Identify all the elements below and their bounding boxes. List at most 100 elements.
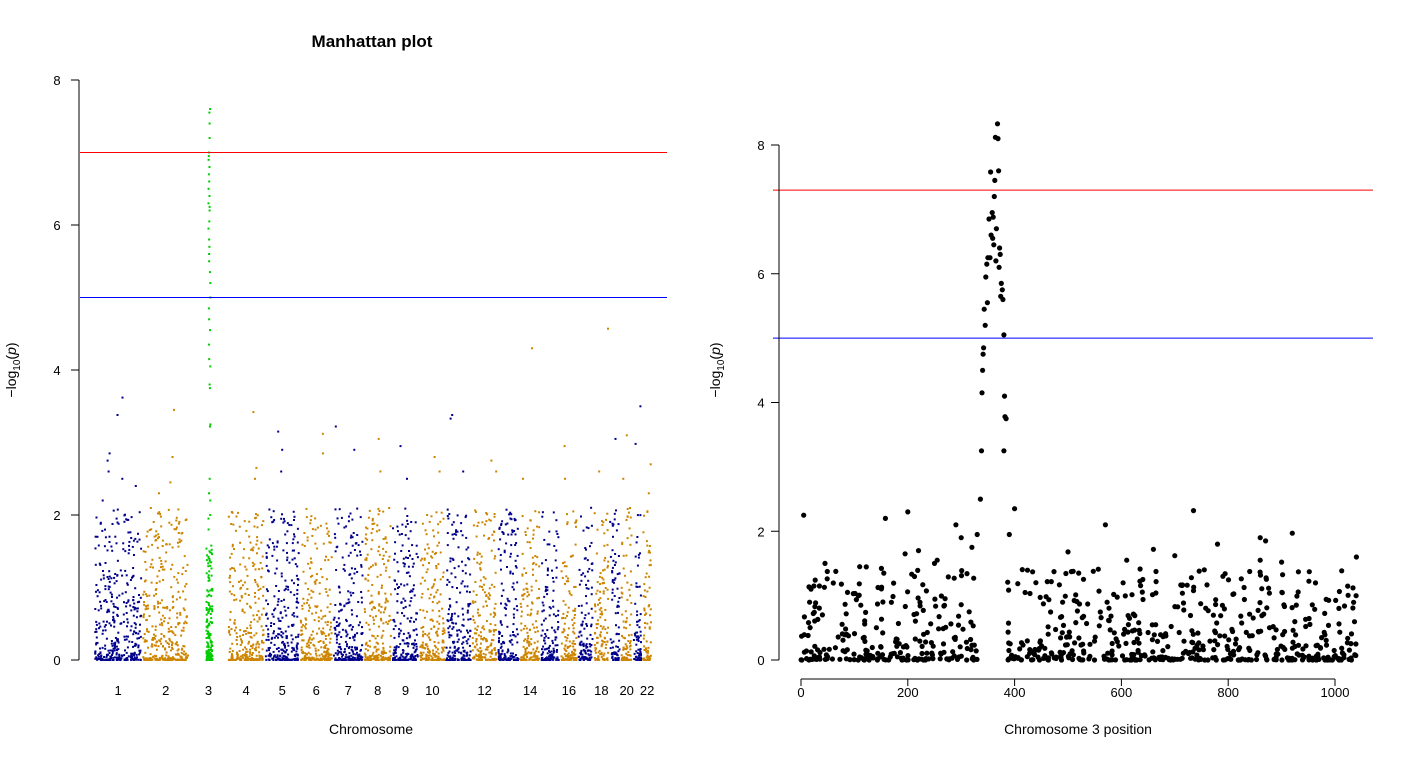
snp-point [327, 558, 330, 561]
snp-point [124, 591, 127, 594]
snp-point [142, 637, 145, 640]
snp-point [596, 581, 599, 584]
snp-point [498, 527, 501, 530]
snp-point [304, 617, 307, 620]
snp-point [311, 528, 314, 531]
snp-point [275, 545, 278, 548]
snp-point [905, 589, 911, 595]
snp-point [296, 565, 299, 568]
snp-point [466, 609, 469, 612]
snp-point [361, 644, 364, 647]
snp-point [442, 575, 444, 578]
snp-point [433, 641, 436, 643]
snp-point [364, 537, 367, 540]
snp-point [139, 596, 142, 599]
snp-point [172, 658, 175, 661]
snp-point [507, 533, 510, 536]
snp-point [309, 653, 312, 656]
snp-point [552, 580, 555, 583]
snp-point [348, 637, 351, 639]
snp-point [522, 598, 525, 601]
snp-point [122, 548, 125, 551]
snp-point [364, 610, 366, 613]
snp-point [617, 650, 620, 653]
snp-point [524, 649, 527, 651]
snp-point [628, 527, 631, 530]
snp-point [255, 543, 258, 546]
snp-point [462, 641, 465, 644]
snp-point [476, 648, 479, 651]
snp-point [208, 260, 211, 263]
snp-point [178, 538, 181, 541]
snp-point [492, 611, 495, 614]
snp-point [582, 648, 585, 651]
snp-point [563, 629, 566, 632]
snp-point [583, 650, 586, 653]
snp-point [636, 614, 639, 617]
snp-point [208, 195, 211, 197]
snp-point [1072, 640, 1078, 646]
snp-point [604, 628, 607, 631]
snp-point [429, 618, 432, 621]
snp-point [990, 235, 996, 241]
snp-point [567, 577, 569, 580]
snp-point [572, 640, 575, 643]
snp-point [207, 187, 210, 190]
snp-point [460, 530, 463, 533]
snp-point [525, 653, 528, 656]
snp-point [645, 659, 648, 661]
snp-point [506, 597, 509, 600]
snp-point [1303, 623, 1309, 630]
snp-point [612, 659, 615, 661]
snp-point [139, 623, 141, 626]
snp-point [542, 651, 545, 654]
snp-point [409, 600, 412, 603]
snp-point [567, 580, 570, 583]
snp-point [406, 519, 409, 522]
snp-point [295, 574, 298, 577]
snp-point [424, 633, 427, 635]
snp-point [637, 648, 640, 651]
snp-point [1007, 641, 1013, 647]
snp-point [516, 609, 519, 612]
snp-point [256, 536, 259, 539]
snp-point [150, 581, 153, 584]
snp-point [596, 641, 599, 644]
snp-point [433, 644, 436, 647]
snp-point [241, 641, 243, 644]
snp-point [607, 560, 610, 563]
snp-point [207, 343, 210, 346]
snp-point [233, 599, 236, 602]
snp-point [413, 644, 416, 647]
snp-point [514, 654, 517, 656]
snp-point [498, 633, 501, 635]
snp-point [124, 569, 127, 572]
snp-point [286, 641, 289, 644]
snp-point [840, 648, 846, 654]
snp-point [505, 659, 508, 661]
snp-point [572, 609, 575, 612]
snp-point [352, 592, 355, 594]
snp-point [463, 635, 466, 638]
snp-point [384, 536, 387, 539]
snp-point [309, 657, 312, 660]
snp-point [325, 654, 328, 657]
snp-point [636, 514, 639, 517]
snp-point [104, 588, 107, 591]
snp-point [613, 564, 616, 566]
snp-point [96, 595, 99, 598]
snp-point [307, 588, 310, 590]
snp-point [611, 646, 614, 649]
snp-point [393, 636, 396, 639]
snp-point [604, 608, 607, 611]
snp-point [565, 639, 568, 642]
snp-point [504, 602, 507, 605]
snp-point [320, 609, 323, 612]
snp-point [610, 653, 613, 656]
snp-point [643, 589, 646, 592]
snp-point [369, 659, 372, 661]
snp-point [580, 579, 583, 582]
snp-point [97, 654, 100, 657]
snp-point [328, 541, 331, 544]
snp-point [1066, 629, 1072, 635]
